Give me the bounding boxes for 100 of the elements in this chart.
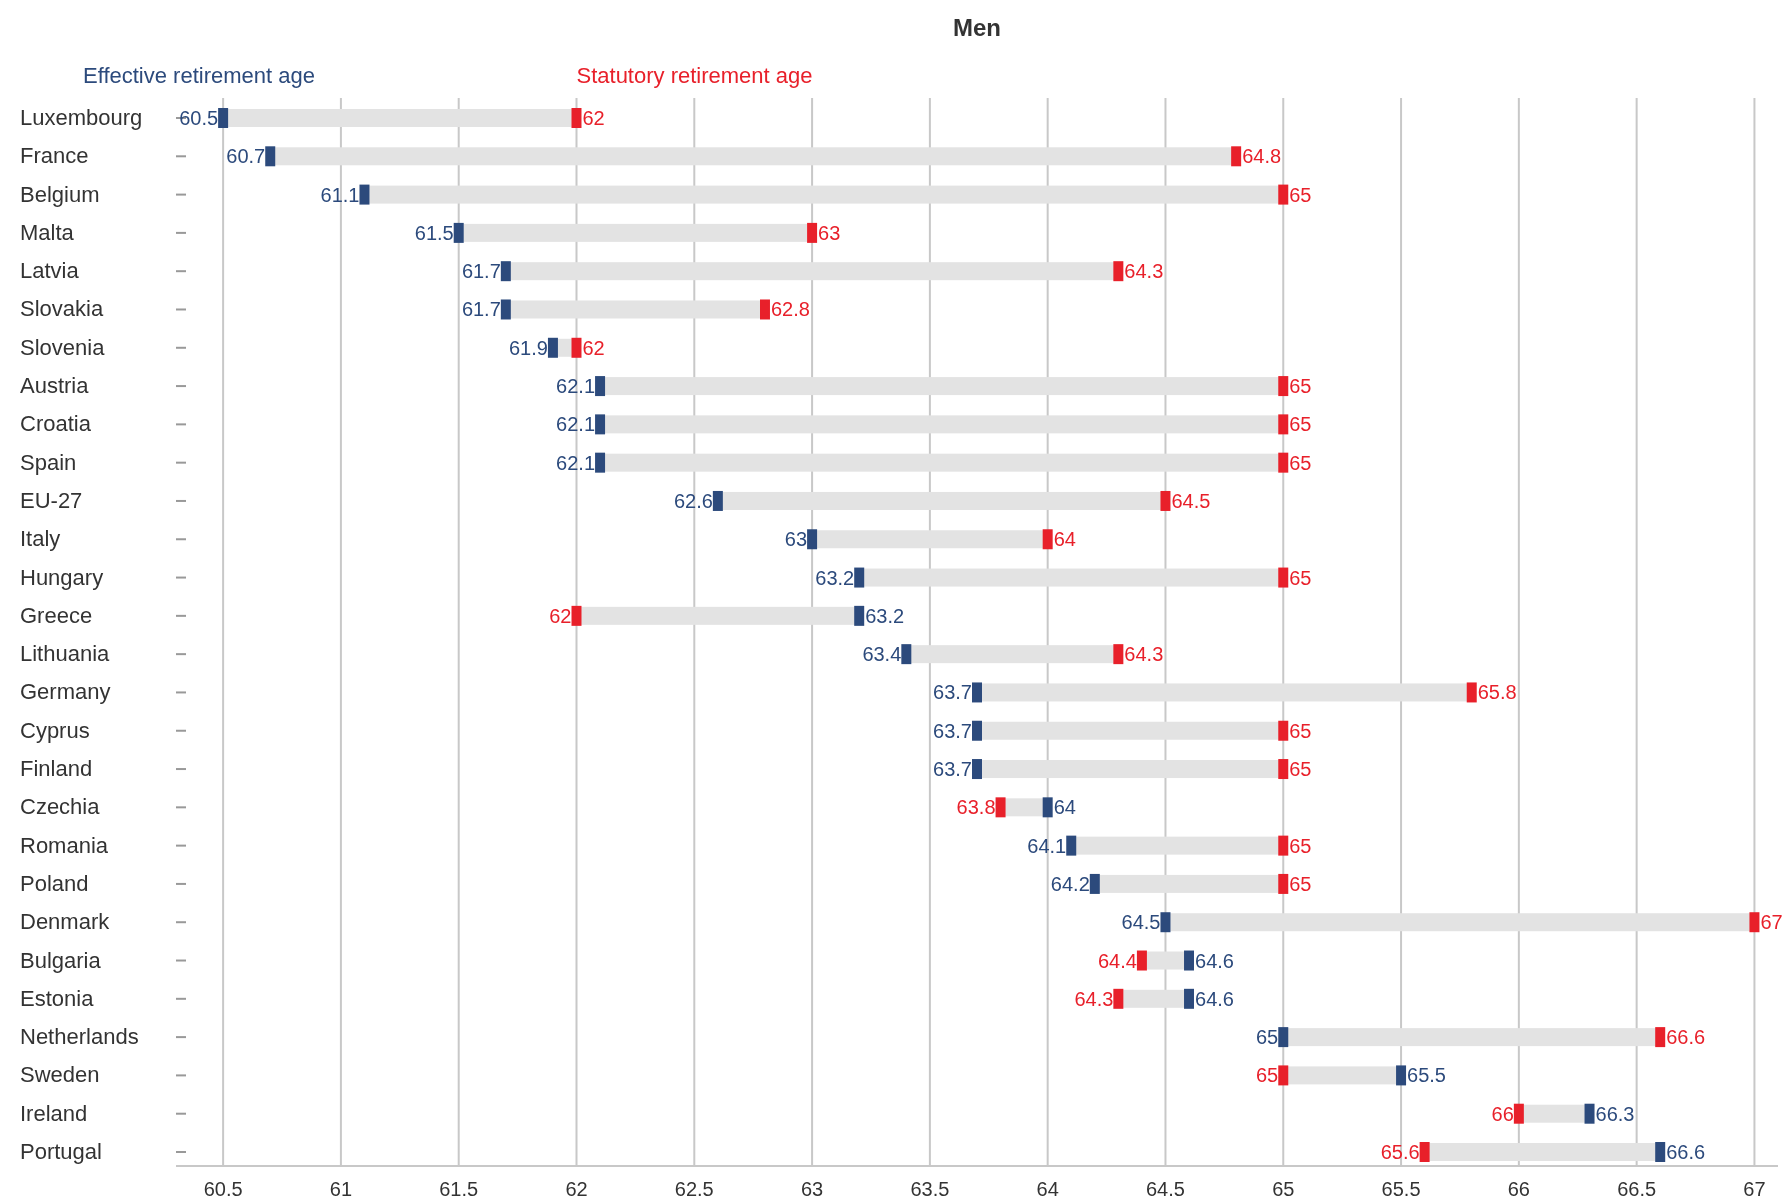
data-label: 61.7 xyxy=(461,298,501,321)
data-label: 65 xyxy=(1289,451,1312,474)
data-label: 62.1 xyxy=(556,451,596,474)
x-tick-label: 65 xyxy=(1272,1178,1295,1196)
data-label: 62 xyxy=(549,604,572,627)
y-tick-label: Finland xyxy=(20,756,93,782)
y-tick-label: Spain xyxy=(20,449,77,475)
data-label: 65.5 xyxy=(1407,1064,1446,1087)
x-tick-label: 62.5 xyxy=(674,1178,714,1196)
y-tick-label: Slovenia xyxy=(20,334,106,360)
data-label: 64.3 xyxy=(1124,260,1164,283)
x-tick-label: 67 xyxy=(1743,1178,1766,1196)
y-tick-label: Lithuania xyxy=(20,641,111,667)
x-tick-label: 63 xyxy=(800,1178,824,1196)
data-label: 64.3 xyxy=(1124,643,1164,666)
y-tick-label: Estonia xyxy=(20,985,95,1011)
x-tick-label: 64.5 xyxy=(1146,1178,1185,1196)
data-label: 63.7 xyxy=(933,681,972,704)
y-tick-label: Malta xyxy=(20,219,75,245)
data-label: 65 xyxy=(1256,1026,1279,1049)
y-tick-label: Romania xyxy=(20,832,109,858)
x-tick-label: 66.5 xyxy=(1617,1178,1657,1196)
series-label: Effective retirement age xyxy=(83,63,315,88)
y-tick-label: Sweden xyxy=(20,1062,100,1088)
data-label: 64.2 xyxy=(1050,872,1090,895)
y-tick-label: Poland xyxy=(20,870,89,896)
y-tick-label: Denmark xyxy=(20,909,111,935)
data-label: 65 xyxy=(1289,375,1312,398)
data-label: 65.8 xyxy=(1477,681,1517,704)
data-label: 64.8 xyxy=(1242,145,1282,168)
data-label: 65 xyxy=(1256,1064,1279,1087)
data-label: 63 xyxy=(784,528,808,551)
y-tick-label: Slovakia xyxy=(20,296,104,322)
x-tick-label: 62 xyxy=(565,1178,588,1196)
data-label: 66 xyxy=(1491,1102,1514,1125)
y-tick-label: Cyprus xyxy=(20,717,90,743)
y-tick-label: Croatia xyxy=(20,411,92,437)
y-tick-label: Czechia xyxy=(20,794,101,820)
data-label: 61.5 xyxy=(414,221,454,244)
data-label: 63.7 xyxy=(933,719,972,742)
x-tick-label: 66 xyxy=(1507,1178,1530,1196)
y-tick-label: Netherlands xyxy=(20,1024,139,1050)
data-label: 61.9 xyxy=(509,336,548,359)
data-label: 65 xyxy=(1289,758,1312,781)
data-label: 63.4 xyxy=(862,643,902,666)
data-label: 64 xyxy=(1053,796,1076,819)
data-label: 62 xyxy=(582,107,605,129)
data-label: 62.8 xyxy=(770,298,810,321)
series-label: Statutory retirement age xyxy=(576,63,813,88)
y-tick-label: Germany xyxy=(20,679,111,705)
data-label: 63 xyxy=(818,221,841,244)
data-label: 65.6 xyxy=(1380,1141,1420,1163)
data-label: 61.7 xyxy=(461,260,501,283)
data-label: 66.3 xyxy=(1595,1102,1635,1125)
y-tick-label: Bulgaria xyxy=(20,947,102,973)
data-label: 63.7 xyxy=(933,758,972,781)
y-tick-label: EU-27 xyxy=(20,487,83,513)
x-tick-label: 64 xyxy=(1036,1178,1059,1196)
y-tick-label: Latvia xyxy=(20,258,80,284)
data-label: 61.1 xyxy=(320,183,360,206)
data-label: 65 xyxy=(1289,834,1312,857)
data-label: 62.1 xyxy=(556,375,596,398)
x-tick-label: 65.5 xyxy=(1381,1178,1421,1196)
data-label: 64.4 xyxy=(1097,949,1137,972)
data-label: 65 xyxy=(1289,183,1312,206)
data-label: 65 xyxy=(1289,872,1312,895)
data-label: 66.6 xyxy=(1666,1026,1706,1049)
data-label: 64.3 xyxy=(1074,987,1114,1010)
x-tick-label: 61 xyxy=(329,1178,353,1196)
data-label: 62.1 xyxy=(556,413,596,436)
data-label: 65 xyxy=(1289,719,1312,742)
data-label: 64.6 xyxy=(1195,987,1234,1010)
y-tick-label: Austria xyxy=(20,373,90,399)
x-tick-label: 63.5 xyxy=(910,1178,950,1196)
data-label: 62.6 xyxy=(673,489,713,512)
y-tick-label: Luxembourg xyxy=(20,105,143,130)
data-label: 65 xyxy=(1289,566,1312,589)
data-label: 64 xyxy=(1053,528,1076,551)
y-tick-label: France xyxy=(20,143,89,169)
data-label: 63.2 xyxy=(815,566,855,589)
data-label: 60.7 xyxy=(226,145,266,168)
y-tick-label: Italy xyxy=(20,526,61,552)
x-tick-label: 60.5 xyxy=(203,1178,243,1196)
data-label: 63.2 xyxy=(865,604,905,627)
data-label: 64.1 xyxy=(1027,834,1067,857)
y-tick-label: Belgium xyxy=(20,181,100,207)
data-label: 66.6 xyxy=(1666,1141,1706,1163)
data-label: 60.5 xyxy=(179,107,219,129)
y-tick-label: Portugal xyxy=(20,1139,102,1164)
data-label: 63.8 xyxy=(956,796,996,819)
y-tick-label: Ireland xyxy=(20,1100,88,1126)
chart-title: Men xyxy=(953,14,1001,41)
x-tick-label: 61.5 xyxy=(439,1178,479,1196)
data-label: 67 xyxy=(1760,911,1783,934)
data-label: 64.5 xyxy=(1171,489,1211,512)
data-label: 64.6 xyxy=(1195,949,1234,972)
data-label: 64.5 xyxy=(1121,911,1161,934)
y-tick-label: Greece xyxy=(20,602,93,628)
data-label: 62 xyxy=(582,336,605,359)
data-label: 65 xyxy=(1289,413,1312,436)
